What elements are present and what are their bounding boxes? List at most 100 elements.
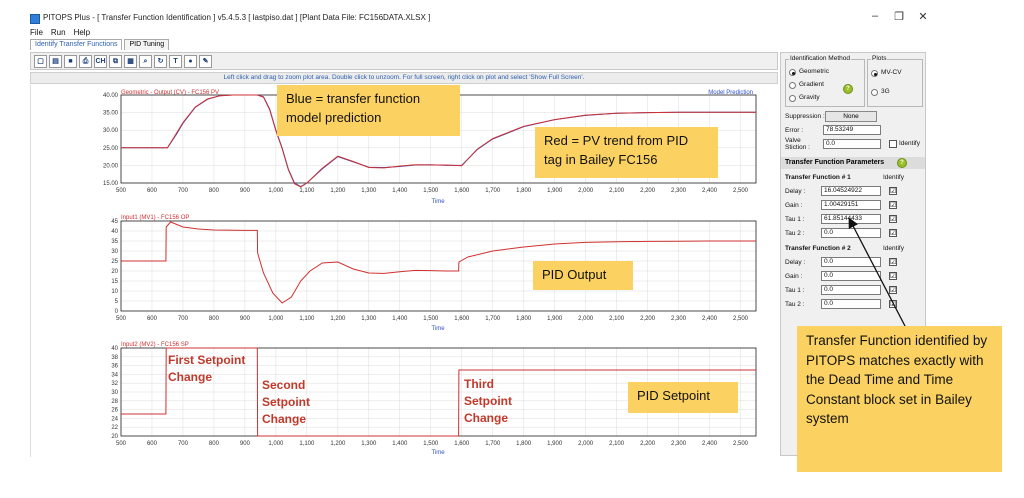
suppression-button[interactable]: None [825, 111, 877, 122]
tf2-gain-checkbox[interactable]: ☑ [889, 272, 897, 280]
valve-stiction-field[interactable]: 0.0 [823, 139, 881, 149]
3g-radio[interactable] [871, 89, 878, 96]
op-chart[interactable]: Input1 (MV1) - FC156 OP 0 5 10 15 20 25 30 35 40… [111, 215, 757, 332]
identification-method-label: Identification Method [789, 55, 851, 62]
tf1-tau1-checkbox[interactable]: ☑ [889, 215, 897, 223]
menu-run[interactable]: Run [50, 28, 66, 37]
text-icon[interactable]: T [169, 54, 182, 68]
sp-y-tick-label: 26 [111, 408, 118, 414]
tf-params-icon[interactable]: ? [897, 158, 907, 168]
op-y-tick-label: 35 [111, 239, 118, 245]
pv-chart[interactable]: Geometric - Output (CV) - FC156 PV Model… [103, 90, 757, 205]
sp-x-ticks: 500 600 700 800 900 1,000 1,100 1,200 1,300 1,400… [116, 441, 749, 447]
tf1-delay-field[interactable]: 16.04524922 [821, 186, 881, 196]
gravity-label: Gravity [799, 94, 820, 101]
pv-x-tick-label: 2,300 [671, 188, 687, 194]
ch-icon[interactable]: CH [94, 54, 107, 68]
pv-x-tick-label: 2,100 [609, 188, 625, 194]
pv-y-tick-label: 20.00 [103, 163, 119, 169]
op-x-tick-label: 1,800 [516, 316, 532, 322]
pen-icon[interactable]: ✎ [199, 54, 212, 68]
tab-pid-tuning[interactable]: PID Tuning [124, 39, 170, 50]
tf1-tau2-checkbox[interactable]: ☑ [889, 229, 897, 237]
tf2-tau2-field[interactable]: 0.0 [821, 299, 881, 309]
valve-label-2: Stiction : [785, 144, 810, 151]
op-grid [120, 220, 756, 312]
open-icon[interactable]: ▤ [49, 54, 62, 68]
op-y-tick-label: 0 [115, 309, 119, 315]
tf2-delay-field[interactable]: 0.0 [821, 257, 881, 267]
tf1-delay-checkbox[interactable]: ☑ [889, 187, 897, 195]
print-icon[interactable]: ⎙ [79, 54, 92, 68]
op-y-tick-label: 10 [111, 289, 118, 295]
sp-x-tick-label: 1,400 [392, 441, 408, 447]
sp-x-tick-label: 1,700 [485, 441, 501, 447]
sp-x-tick-label: 700 [178, 441, 189, 447]
pv-x-tick-label: 1,900 [547, 188, 563, 194]
tf2-gain-field[interactable]: 0.0 [821, 271, 881, 281]
refresh-icon[interactable]: ↻ [154, 54, 167, 68]
copy-icon[interactable]: ⧉ [109, 54, 122, 68]
minimize-button[interactable]: – [871, 10, 879, 22]
run-identify-icon[interactable]: ? [843, 84, 853, 94]
pv-x-tick-label: 700 [178, 188, 189, 194]
menu-help[interactable]: Help [73, 28, 91, 37]
menu-bar: File Run Help [30, 28, 90, 40]
pv-x-tick-label: 600 [147, 188, 158, 194]
menu-file[interactable]: File [30, 28, 43, 37]
charts-canvas[interactable]: Geometric - Output (CV) - FC156 PV Model… [31, 85, 779, 457]
tf1-tau1-label: Tau 1 : [785, 216, 805, 223]
error-label: Error : [785, 127, 804, 134]
save-icon[interactable]: ■ [64, 54, 77, 68]
new-icon[interactable]: ▢ [34, 54, 47, 68]
pv-x-tick-label: 2,200 [640, 188, 656, 194]
op-x-tick-label: 700 [178, 316, 189, 322]
geometric-radio[interactable] [789, 69, 796, 76]
tf2-tau1-checkbox[interactable]: ☑ [889, 286, 897, 294]
gravity-radio[interactable] [789, 95, 796, 102]
op-x-tick-label: 1,300 [361, 316, 377, 322]
pv-x-axis-label: Time [431, 199, 445, 205]
sp-y-tick-label: 22 [111, 425, 118, 431]
tf2-title: Transfer Function # 2 [785, 245, 851, 252]
tf2-delay-checkbox[interactable]: ☑ [889, 258, 897, 266]
tf1-tau1-field[interactable]: 61.85144433 [821, 214, 881, 224]
tf2-tau1-field[interactable]: 0.0 [821, 285, 881, 295]
error-field[interactable]: 78.53249 [823, 125, 881, 135]
plots-group [867, 59, 923, 107]
op-series [121, 221, 756, 304]
hint-bar: Left click and drag to zoom plot area. D… [30, 72, 778, 84]
help-icon[interactable]: ● [184, 54, 197, 68]
zoom-icon[interactable]: ⌕ [139, 54, 152, 68]
sp-x-tick-label: 2,200 [640, 441, 656, 447]
sp-x-tick-label: 900 [240, 441, 251, 447]
pv-x-tick-label: 2,000 [578, 188, 594, 194]
tf1-tau2-field[interactable]: 0.0 [821, 228, 881, 238]
third-setpoint-change-label: Third Setpoint Change [464, 377, 512, 425]
op-x-tick-label: 1,500 [423, 316, 439, 322]
valve-identify-label: Identify [899, 140, 920, 147]
sp-series-fc156-sp [121, 347, 756, 437]
blue-annotation: Blue = transfer function model predictio… [277, 85, 460, 136]
op-x-tick-label: 1,400 [392, 316, 408, 322]
grid-icon[interactable]: ▦ [124, 54, 137, 68]
tf1-gain-field[interactable]: 1.00429151 [821, 200, 881, 210]
pv-y-tick-label: 25.00 [103, 146, 119, 152]
gradient-radio[interactable] [789, 82, 796, 89]
sp-series [121, 347, 756, 437]
tab-identify-transfer-functions[interactable]: Identify Transfer Functions [30, 39, 123, 50]
tf2-tau2-checkbox[interactable]: ☑ [889, 300, 897, 308]
tf1-gain-checkbox[interactable]: ☑ [889, 201, 897, 209]
mv-cv-radio[interactable] [871, 70, 878, 77]
valve-identify-checkbox[interactable] [889, 140, 897, 148]
sp-y-tick-label: 38 [111, 355, 118, 361]
sp-x-tick-label: 600 [147, 441, 158, 447]
op-x-tick-label: 1,000 [268, 316, 284, 322]
maximize-button[interactable]: ❐ [894, 11, 904, 23]
mv-cv-label: MV-CV [881, 69, 902, 76]
pv-x-tick-label: 1,500 [423, 188, 439, 194]
close-button[interactable]: ✕ [918, 11, 928, 23]
pv-x-tick-label: 1,700 [485, 188, 501, 194]
sp-chart[interactable]: Input2 (MV2) - FC156 SP 20 22 24 26 28 30 32 34… [111, 342, 757, 456]
op-y-tick-label: 20 [111, 269, 118, 275]
